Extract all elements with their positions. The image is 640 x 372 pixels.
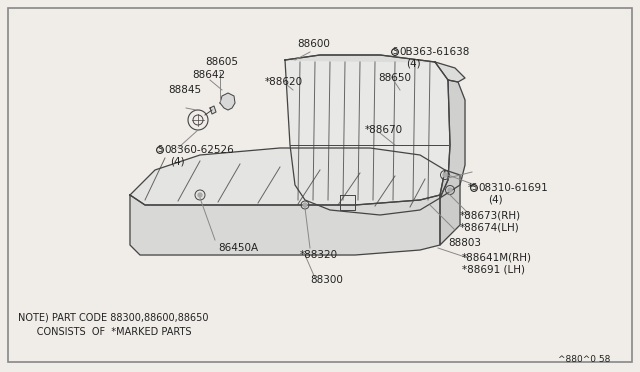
Text: 88845: 88845 xyxy=(168,85,201,95)
Circle shape xyxy=(448,188,452,192)
Polygon shape xyxy=(285,55,450,215)
Text: 88803: 88803 xyxy=(448,238,481,248)
Text: 88600: 88600 xyxy=(297,39,330,49)
Polygon shape xyxy=(210,106,216,114)
Text: 86450A: 86450A xyxy=(218,243,258,253)
Polygon shape xyxy=(220,93,235,110)
Text: 88642: 88642 xyxy=(192,70,225,80)
Text: *: * xyxy=(468,183,473,193)
Text: ^880^0 58: ^880^0 58 xyxy=(557,356,610,365)
Text: *88670: *88670 xyxy=(365,125,403,135)
Circle shape xyxy=(303,203,307,207)
Text: (4): (4) xyxy=(170,157,184,167)
Text: 88605: 88605 xyxy=(205,57,238,67)
Polygon shape xyxy=(130,195,440,255)
Text: *88320: *88320 xyxy=(300,250,338,260)
Text: 08360-62526: 08360-62526 xyxy=(164,145,234,155)
Text: S: S xyxy=(392,48,397,57)
Circle shape xyxy=(198,193,202,197)
Text: *88691 (LH): *88691 (LH) xyxy=(462,265,525,275)
Text: *88673(RH): *88673(RH) xyxy=(460,210,521,220)
Polygon shape xyxy=(440,80,465,198)
Text: *88620: *88620 xyxy=(265,77,303,87)
Text: S: S xyxy=(157,145,163,154)
Text: (4): (4) xyxy=(406,59,420,69)
Text: *88641M(RH): *88641M(RH) xyxy=(462,253,532,263)
Text: CONSISTS  OF  *MARKED PARTS: CONSISTS OF *MARKED PARTS xyxy=(18,327,191,337)
Text: 0B363-61638: 0B363-61638 xyxy=(399,47,470,57)
Text: 08310-61691: 08310-61691 xyxy=(478,183,548,193)
Text: NOTE) PART CODE 88300,88600,88650: NOTE) PART CODE 88300,88600,88650 xyxy=(18,313,209,323)
Polygon shape xyxy=(130,148,445,205)
Text: 88650: 88650 xyxy=(378,73,411,83)
Polygon shape xyxy=(440,170,460,245)
Polygon shape xyxy=(285,55,465,82)
Circle shape xyxy=(443,173,447,177)
Text: S: S xyxy=(472,183,477,192)
Text: (4): (4) xyxy=(488,195,502,205)
Text: *88674(LH): *88674(LH) xyxy=(460,223,520,233)
Text: 88300: 88300 xyxy=(310,275,343,285)
